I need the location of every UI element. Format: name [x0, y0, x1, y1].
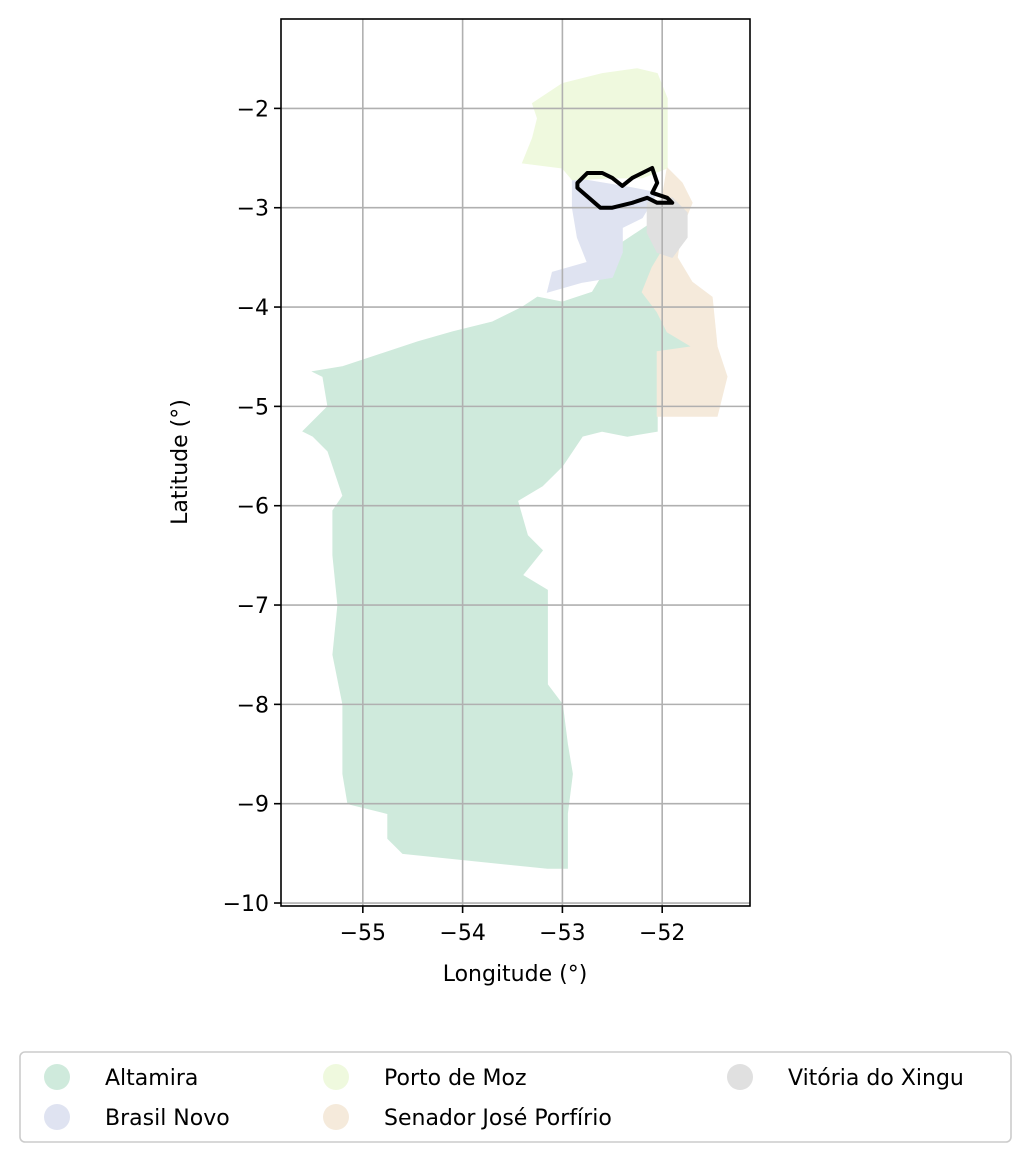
y-tick-label-2: −4 [237, 296, 269, 321]
grid-lines [281, 19, 750, 906]
legend-label-senador-jose-porfirio: Senador José Porfírio [384, 1106, 612, 1131]
legend-marker-brasil-novo [44, 1104, 70, 1130]
region-brasil-novo [546, 177, 658, 293]
region-polygons [302, 68, 728, 869]
y-axis-ticks: −2 −3 −4 −5 −6 −7 −8 −9 −10 [223, 97, 281, 917]
y-tick-label-4: −6 [237, 495, 269, 520]
legend: Altamira Brasil Novo Porto de Moz Senador J… [19, 1051, 1012, 1143]
highlight-boundary [575, 166, 675, 210]
x-tick-label-2: −53 [539, 921, 585, 946]
region-vitoria-do-xingu [646, 197, 688, 258]
y-tick-label-5: −7 [237, 594, 269, 619]
legend-marker-porto-de-moz [323, 1064, 349, 1090]
legend-marker-vitoria-do-xingu [727, 1064, 753, 1090]
legend-frame [19, 1051, 1012, 1143]
x-tick-label-3: −52 [639, 921, 685, 946]
x-tick-label-0: −55 [340, 921, 386, 946]
legend-label-altamira: Altamira [105, 1066, 198, 1091]
y-tick-label-8: −10 [223, 892, 269, 917]
y-tick-label-1: −3 [237, 197, 269, 222]
legend-label-vitoria-do-xingu: Vitória do Xingu [788, 1066, 964, 1091]
y-tick-label-7: −9 [237, 793, 269, 818]
x-axis-label: Longitude (°) [443, 962, 588, 987]
plot-frame [280, 18, 751, 907]
y-tick-label-3: −5 [237, 395, 269, 420]
x-tick-label-1: −54 [439, 921, 485, 946]
legend-marker-senador-jose-porfirio [323, 1104, 349, 1130]
x-axis-ticks: −55 −54 −53 −52 [340, 906, 685, 946]
legend-label-brasil-novo: Brasil Novo [105, 1106, 230, 1131]
y-tick-label-0: −2 [237, 97, 269, 122]
y-axis-label: Latitude (°) [168, 399, 193, 525]
highlight-outline [575, 166, 675, 210]
legend-label-porto-de-moz: Porto de Moz [384, 1066, 527, 1091]
legend-marker-altamira [44, 1064, 70, 1090]
y-tick-label-6: −8 [237, 693, 269, 718]
